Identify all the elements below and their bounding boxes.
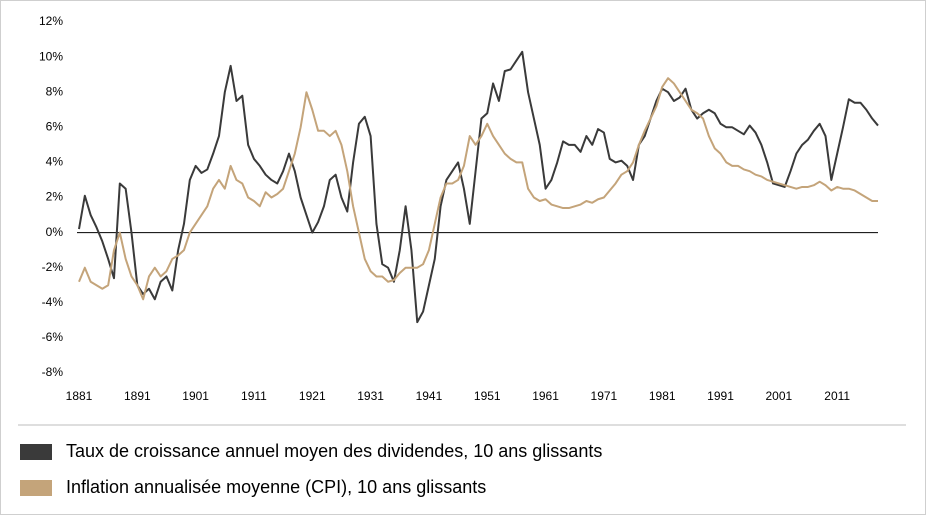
legend-label: Taux de croissance annuel moyen des divi… <box>66 441 602 461</box>
series-line <box>78 77 878 301</box>
x-tick-label: 1961 <box>532 389 559 403</box>
x-tick-label: 1921 <box>299 389 326 403</box>
x-tick-label: 1951 <box>474 389 501 403</box>
x-tick-label: 1991 <box>707 389 734 403</box>
y-tick-label: 2% <box>46 190 64 204</box>
y-tick-label: 6% <box>46 119 64 133</box>
legend-swatch <box>20 444 52 460</box>
x-tick-label: 2011 <box>824 389 850 403</box>
y-tick-label: -8% <box>42 365 64 379</box>
x-tick-label: 1881 <box>66 389 93 403</box>
x-tick-label: 2001 <box>766 389 793 403</box>
x-tick-label: 1891 <box>124 389 151 403</box>
x-tick-label: 1981 <box>649 389 676 403</box>
x-tick-label: 1901 <box>182 389 209 403</box>
y-tick-label: -6% <box>42 330 64 344</box>
x-tick-label: 1941 <box>416 389 443 403</box>
y-tick-label: 0% <box>46 225 64 239</box>
y-tick-label: 10% <box>39 49 63 63</box>
x-tick-label: 1931 <box>357 389 384 403</box>
y-tick-label: 8% <box>46 84 64 98</box>
x-tick-label: 1911 <box>241 389 267 403</box>
y-tick-label: -4% <box>42 295 64 309</box>
series-line <box>78 50 879 324</box>
x-tick-label: 1971 <box>591 389 618 403</box>
y-tick-label: 4% <box>46 155 64 169</box>
y-tick-label: 12% <box>39 14 63 28</box>
legend-label: Inflation annualisée moyenne (CPI), 10 a… <box>66 477 486 497</box>
y-tick-label: -2% <box>42 260 64 274</box>
legend-swatch <box>20 480 52 496</box>
